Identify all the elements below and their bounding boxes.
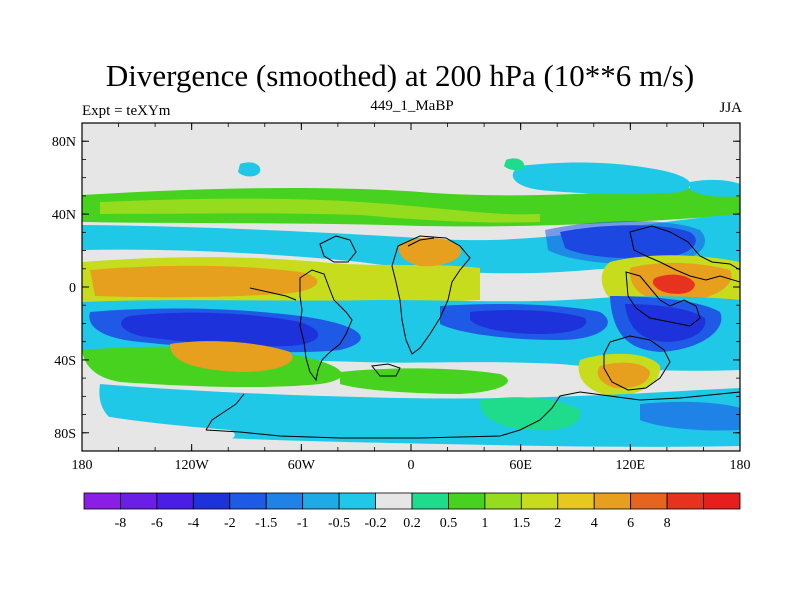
colorbar-swatch [520,492,559,510]
plot-title: Divergence (smoothed) at 200 hPa (10**6 … [105,58,695,93]
colorbar-label: -1.5 [255,516,277,531]
colorbar-swatch [156,492,194,510]
southern-ocean-negative [99,384,740,447]
colorbar-swatch [593,492,632,510]
colorbar-label: 0.2 [403,516,421,531]
colorbar-swatch [666,492,704,510]
lon-tick-label: 180 [730,458,751,473]
colorbar-label: 6 [627,516,634,531]
colorbar-swatch [192,492,231,510]
colorbar-swatch [265,492,304,510]
lon-tick-label: 180 [72,458,93,473]
southern-ocean-positive [340,368,508,394]
lat-tick-label: 40N [52,208,76,223]
colorbar-label: -8 [115,516,127,531]
south-pacific-deep-blue [121,312,319,347]
colorbar-swatch [703,492,741,510]
colorbar-label: 4 [591,516,598,531]
colorbar-swatch [484,492,522,510]
lon-tick-label: 120W [175,458,210,473]
australia-orange-core [597,362,650,389]
antarctica-coast [205,391,740,439]
season-label: JJA [719,100,742,116]
equatorial-orange-core [90,265,318,298]
colorbar-swatch [338,492,376,510]
lon-tick-label: 60W [288,458,316,473]
arctic-negative-patch [512,162,691,195]
coastlines [205,225,740,439]
lon-tick-label: 0 [408,458,415,473]
europe-coast [407,237,435,247]
experiment-label: Expt = teXYm [82,103,171,119]
lat-tick-label: 80N [52,135,76,150]
latitude-ticks: 80N 40N 0 40S 80S [52,135,740,442]
map-field [82,123,740,451]
colorbar-label: 0.5 [440,516,458,531]
africa-coast [391,235,471,355]
asian-blue-ring [545,221,706,265]
antarctic-neutral [82,412,235,451]
colorbar-label: -0.5 [328,516,350,531]
colorbar-label: -1 [297,516,309,531]
south-atlantic-positive [479,397,581,431]
colorbar-label: -6 [151,516,163,531]
lon-tick-label: 60E [509,458,532,473]
colorbar-swatch [557,492,595,510]
west-pacific-deep-blue [625,304,706,342]
south-atlantic-island [371,363,401,377]
colorbar-label: 2 [554,516,561,531]
run-id-label: 449_1_MaBP [370,98,454,114]
lat-tick-label: 40S [54,354,76,369]
colorbar-swatch [120,492,158,510]
lat-tick-label: 80S [54,427,76,442]
colorbar-label: 1 [481,516,488,531]
colorbar-swatch [448,492,486,510]
northern-positive-band [82,185,740,227]
colorbar-label: 8 [664,516,671,531]
africa-orange-core [398,237,461,267]
colorbar-swatch [411,492,449,510]
colorbar-swatch [83,492,121,510]
colorbar-label: -0.2 [364,516,386,531]
colorbar-label: -2 [224,516,236,531]
antarctic-peninsula [205,393,245,431]
siberia-green-patch [504,158,525,171]
indonesia-coast [625,271,701,327]
colorbar-swatch [302,492,340,510]
lat-tick-label: 0 [69,281,76,296]
colorbar-swatch [229,492,267,510]
southern-ocean-blue [640,401,740,431]
north-pacific-patch [690,179,740,197]
arctic-small-patch [238,162,261,177]
colorbar-swatch [375,492,413,510]
southern-orange-core [170,341,293,372]
greenland-coast [319,235,357,263]
colorbar: -8 -6 -4 -2 -1.5 -1 -0.5 -0.2 0.2 0.5 1 1.5 2 4 6 8 [83,492,741,531]
south-america-coast [299,269,353,382]
asia-coast [629,225,740,283]
colorbar-swatch [630,492,668,510]
pacific-red-core [652,274,695,294]
lon-tick-label: 120E [616,458,646,473]
central-america-coast [249,287,297,301]
colorbar-label: 1.5 [513,516,531,531]
longitude-ticks: 180 120W 60W 0 60E 120E 180 [72,123,751,473]
indian-ocean-deep-blue [470,310,587,334]
northern-yellow-band [100,198,540,223]
colorbar-label: -4 [187,516,199,531]
australia-coast [603,335,671,391]
